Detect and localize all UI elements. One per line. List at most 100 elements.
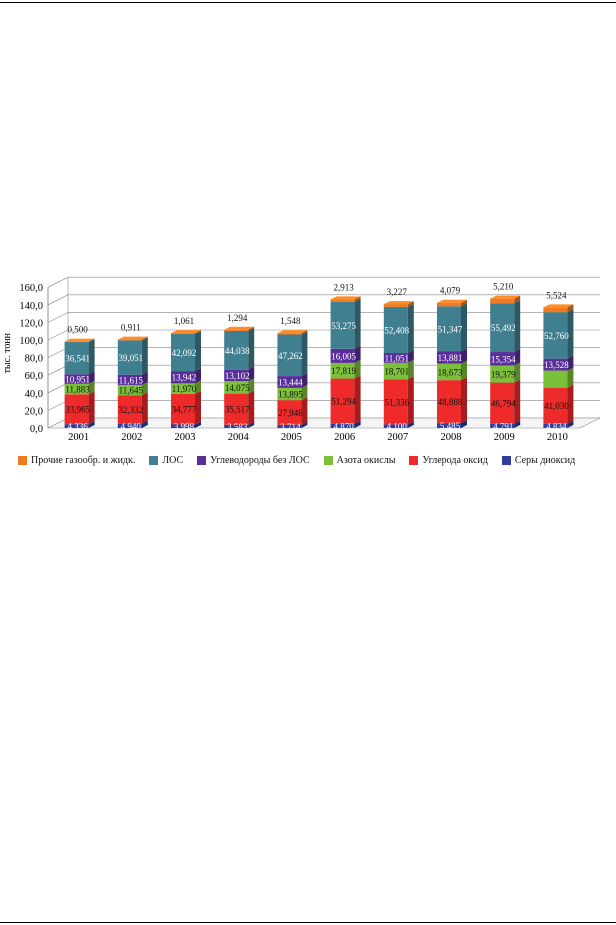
legend-item: Прочие газообр. и жидк. [18, 455, 135, 466]
bar-side [141, 420, 148, 428]
legend-item: Серы диоксид [501, 455, 575, 466]
bar-segment [171, 330, 201, 335]
bar-front [383, 306, 408, 354]
data-label: 11,615 [119, 375, 144, 385]
bar-front [437, 363, 461, 381]
bar-top [330, 296, 361, 300]
data-label: 3,998 [174, 422, 195, 432]
bar-side [567, 309, 574, 359]
bar-front [490, 423, 515, 428]
bar-side [407, 301, 414, 307]
bar-segment [224, 327, 255, 370]
bar-side [88, 380, 95, 395]
bar-segment [490, 362, 521, 383]
bar-segment [383, 350, 414, 363]
top-rule [0, 2, 616, 3]
y-tick-label: 40,0 [25, 389, 43, 400]
bar-front [64, 383, 89, 395]
bar-segment [543, 420, 574, 428]
bar-segment [64, 391, 95, 425]
x-tick-label: 2007 [387, 432, 408, 443]
x-tick-label: 2002 [121, 432, 142, 443]
bar-front [117, 423, 142, 428]
bar-segment [224, 366, 255, 382]
bar-side [195, 331, 201, 372]
bar-side [195, 330, 201, 335]
bar-segment [277, 330, 308, 335]
bar-front [490, 352, 515, 366]
bar-side [248, 326, 255, 331]
y-axis-label: тыс. тонн [2, 332, 13, 373]
bar-segment [117, 392, 148, 424]
y-tick-label: 60,0 [25, 371, 43, 382]
legend-swatch [409, 456, 419, 465]
bar-segment [330, 359, 361, 379]
bar-side [301, 330, 308, 335]
data-label: 36,541 [65, 354, 90, 364]
bar-side [354, 359, 361, 379]
data-label: 47,262 [278, 351, 303, 361]
bar-front [117, 374, 142, 385]
bar-segment [330, 375, 361, 424]
x-tick-label: 2005 [281, 432, 302, 443]
x-tick-label: 2009 [494, 432, 515, 443]
bar-segment [543, 304, 574, 313]
bar-front [383, 379, 408, 425]
bar-side [407, 376, 414, 425]
bar-front [490, 365, 515, 383]
bar-top [383, 301, 414, 305]
bar-side [141, 337, 148, 375]
bar-front [490, 303, 515, 353]
data-label: 13,942 [172, 373, 197, 383]
bar-segment [543, 309, 574, 359]
data-label: 5,524 [546, 290, 567, 300]
bar-side [301, 331, 308, 377]
bar-segment [171, 390, 201, 425]
data-label: 1,294 [227, 313, 248, 323]
bar-segment [330, 296, 361, 302]
bar-segment [437, 303, 467, 352]
y-tick-label: 0,0 [30, 424, 43, 435]
bar-side [567, 355, 574, 371]
bar-segment [117, 336, 148, 341]
data-label: 52,760 [544, 331, 569, 341]
data-label: 17,819 [331, 366, 356, 376]
bar-segment [277, 421, 308, 428]
bar-segment [171, 380, 201, 394]
bar-front [383, 362, 408, 380]
data-label: 41,030 [544, 401, 569, 411]
bar-front [330, 301, 355, 349]
bar-segment [383, 359, 414, 380]
bar-segment [543, 384, 574, 424]
data-label: 34,777 [172, 405, 197, 415]
bar-side [248, 366, 255, 382]
bar-segment [330, 420, 361, 428]
bar-segment [437, 348, 467, 364]
bar-segment [64, 380, 95, 395]
legend-swatch [323, 456, 333, 465]
bar-segment [437, 299, 467, 307]
bar-side [354, 420, 361, 428]
bar-side [514, 420, 521, 428]
grid-line-diagonal [47, 329, 69, 341]
bar-segment [117, 381, 148, 396]
bar-side [461, 377, 467, 424]
bar-segment [64, 339, 95, 375]
bar-front [171, 334, 195, 372]
bar-side [407, 359, 414, 380]
bottom-rule [0, 922, 616, 923]
bar-segment [490, 420, 521, 428]
bar-side [301, 397, 308, 425]
bar-side [407, 303, 414, 354]
bar-side [248, 378, 255, 394]
bar-segment [171, 331, 201, 372]
bar-segment [277, 373, 308, 388]
legend-item: Азота окислы [323, 455, 395, 466]
bar-side [354, 345, 361, 363]
bar-side [567, 420, 574, 428]
bar-front [171, 393, 195, 425]
bar-segment [543, 367, 574, 388]
bar-side [407, 421, 414, 428]
bar-segment [277, 331, 308, 377]
data-label: 4,870 [333, 421, 354, 431]
